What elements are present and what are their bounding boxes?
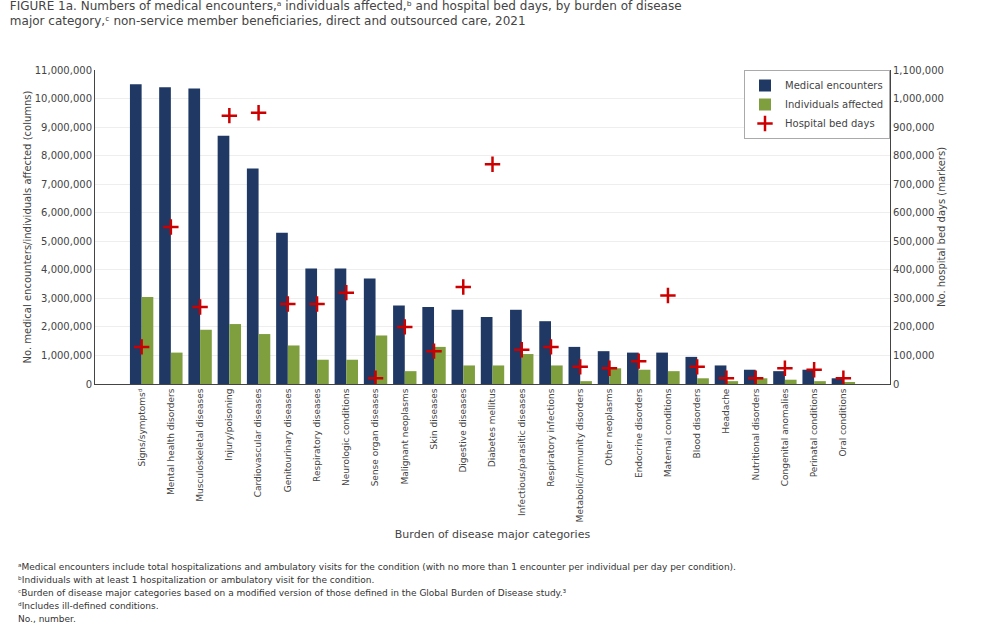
svg-text:Nutritional disorders: Nutritional disorders <box>751 388 761 480</box>
svg-text:ᶜBurden of disease major categ: ᶜBurden of disease major categories base… <box>18 588 567 598</box>
svg-text:No. medical encounters/individ: No. medical encounters/individuals affec… <box>22 90 33 363</box>
svg-text:0: 0 <box>893 379 899 390</box>
svg-text:FIGURE 1a. Numbers of medical: FIGURE 1a. Numbers of medical encounters… <box>10 0 682 28</box>
svg-text:Neurologic conditions: Neurologic conditions <box>341 388 351 486</box>
svg-text:Individuals affected: Individuals affected <box>785 99 883 110</box>
svg-text:Diabetes mellitus: Diabetes mellitus <box>487 388 497 467</box>
svg-text:5,000,000: 5,000,000 <box>41 236 92 247</box>
svg-text:500,000: 500,000 <box>893 236 934 247</box>
svg-text:1,000,000: 1,000,000 <box>893 93 944 104</box>
svg-text:1,100,000: 1,100,000 <box>893 65 944 76</box>
svg-text:Genitourinary diseases: Genitourinary diseases <box>283 388 293 492</box>
svg-text:Malignant neoplasms: Malignant neoplasms <box>400 388 410 484</box>
svg-text:7,000,000: 7,000,000 <box>41 179 92 190</box>
svg-text:400,000: 400,000 <box>893 264 934 275</box>
svg-text:1,000,000: 1,000,000 <box>41 350 92 361</box>
svg-text:Musculoskeletal diseases: Musculoskeletal diseases <box>195 388 205 502</box>
svg-text:Perinatal conditions: Perinatal conditions <box>809 388 819 477</box>
svg-text:Blood disorders: Blood disorders <box>692 388 702 458</box>
svg-text:2,000,000: 2,000,000 <box>41 321 92 332</box>
svg-text:Mental health disorders: Mental health disorders <box>166 388 176 495</box>
svg-text:Infectious/parasitic diseases: Infectious/parasitic diseases <box>517 388 527 516</box>
svg-text:800,000: 800,000 <box>893 150 934 161</box>
svg-text:Sense organ diseases: Sense organ diseases <box>370 388 380 486</box>
svg-text:Signs/symptomsᵈ: Signs/symptomsᵈ <box>137 388 147 466</box>
svg-text:9,000,000: 9,000,000 <box>41 122 92 133</box>
svg-text:11,000,000: 11,000,000 <box>35 65 92 76</box>
svg-text:200,000: 200,000 <box>893 321 934 332</box>
svg-text:Hospital bed days: Hospital bed days <box>785 118 875 129</box>
svg-text:Respiratory infections: Respiratory infections <box>546 388 556 487</box>
svg-text:8,000,000: 8,000,000 <box>41 150 92 161</box>
svg-text:700,000: 700,000 <box>893 179 934 190</box>
svg-text:Skin diseases: Skin diseases <box>429 388 439 449</box>
svg-text:900,000: 900,000 <box>893 122 934 133</box>
svg-text:Oral conditions: Oral conditions <box>838 388 848 456</box>
svg-text:No., number.: No., number. <box>18 614 76 624</box>
svg-text:ᵃMedical encounters include to: ᵃMedical encounters include total hospit… <box>18 562 736 572</box>
svg-text:Endocrine disorders: Endocrine disorders <box>634 388 644 478</box>
svg-text:Cardiovascular diseases: Cardiovascular diseases <box>254 388 264 497</box>
svg-text:Respiratory diseases: Respiratory diseases <box>312 388 322 482</box>
svg-text:Injury/poisoning: Injury/poisoning <box>224 389 234 461</box>
svg-text:3,000,000: 3,000,000 <box>41 293 92 304</box>
svg-text:300,000: 300,000 <box>893 293 934 304</box>
svg-text:Digestive diseases: Digestive diseases <box>458 388 468 472</box>
svg-text:Other neoplasms: Other neoplasms <box>604 388 614 465</box>
svg-text:Maternal conditions: Maternal conditions <box>663 388 673 477</box>
svg-text:Headache: Headache <box>721 388 731 434</box>
svg-text:ᵇIndividuals with at least 1 h: ᵇIndividuals with at least 1 hospitaliza… <box>18 575 374 585</box>
svg-text:Metabolic/immunity disorders: Metabolic/immunity disorders <box>575 388 585 522</box>
svg-text:6,000,000: 6,000,000 <box>41 207 92 218</box>
svg-text:ᵈIncludes ill-defined conditio: ᵈIncludes ill-defined conditions. <box>18 601 159 611</box>
svg-text:Congenital anomalies: Congenital anomalies <box>780 388 790 486</box>
svg-text:10,000,000: 10,000,000 <box>35 93 92 104</box>
svg-text:600,000: 600,000 <box>893 207 934 218</box>
svg-text:100,000: 100,000 <box>893 350 934 361</box>
svg-text:0: 0 <box>86 379 92 390</box>
svg-text:Medical encounters: Medical encounters <box>785 80 883 91</box>
svg-text:Burden of disease major catego: Burden of disease major categories <box>395 528 591 541</box>
svg-text:4,000,000: 4,000,000 <box>41 264 92 275</box>
svg-text:No. hospital bed days (markers: No. hospital bed days (markers) <box>936 147 947 307</box>
